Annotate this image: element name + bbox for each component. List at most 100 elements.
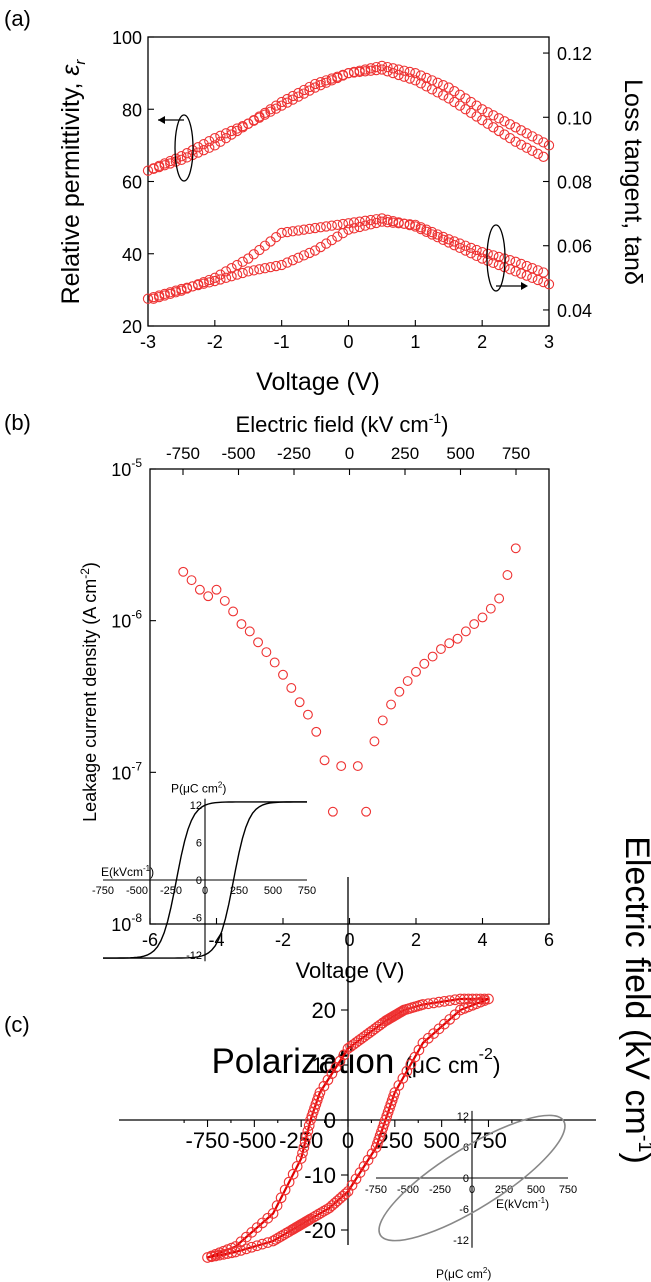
panel-a-point (465, 107, 477, 119)
panel-b-point (278, 669, 288, 680)
panel-a-point (293, 87, 304, 99)
panel-a-xtick-label: 3 (544, 332, 554, 352)
panel-c-point (366, 1025, 378, 1037)
panel-b-xtick-label: -6 (142, 930, 158, 950)
panel-a-point (276, 259, 287, 271)
panel-a-label: (a) (4, 6, 31, 31)
panel-c-point (326, 1200, 338, 1211)
panel-a-point (449, 96, 460, 108)
inset1-ytick-label: -12 (186, 950, 202, 962)
panel-a-point (387, 67, 399, 79)
panel-a-yright-tick-label: 0.08 (557, 173, 592, 193)
panel-b-point (311, 726, 322, 737)
inset2-xtick-label: -750 (365, 1184, 387, 1196)
inset2-ytick-label: 6 (463, 1142, 469, 1154)
panel-a-point (365, 63, 376, 74)
panel-a-point (449, 240, 460, 251)
panel-a-point (460, 93, 471, 104)
panel-a-point (443, 93, 454, 104)
panel-a-point (198, 276, 209, 288)
panel-a-point (488, 257, 499, 268)
panel-a-point (382, 66, 393, 77)
panel-a-point (532, 148, 544, 159)
panel-a-point (243, 253, 254, 264)
panel-c-point (230, 1246, 241, 1258)
panel-c-right-label: Electric field (kV cm-1) (618, 836, 651, 1164)
panel-b-top-tick-label: -750 (166, 444, 200, 463)
panel-a-point (226, 129, 237, 140)
panel-a-yleft-tick-label: 40 (122, 245, 142, 265)
panel-a-point (198, 145, 209, 156)
panel-a-point (159, 290, 170, 301)
panel-b-xtick-label: -4 (208, 930, 224, 950)
panel-b-point (228, 606, 239, 617)
panel-a-point (465, 242, 477, 254)
panel-a-point (287, 94, 298, 105)
panel-a-point (493, 113, 505, 124)
inset2-loop (378, 1114, 566, 1242)
panel-a-point (360, 64, 371, 75)
inset1-ytick-label: 6 (196, 838, 202, 850)
panel-c-point (226, 1247, 237, 1259)
panel-a-point (493, 251, 505, 263)
panel-a-point (443, 237, 454, 248)
panel-a-point (421, 226, 432, 237)
panel-a-point (321, 238, 332, 249)
panel-c-point (369, 1023, 381, 1035)
panel-a-point (493, 259, 505, 271)
panel-b-point (502, 570, 513, 580)
panel-c-label: (c) (4, 1012, 30, 1037)
panel-a-point (243, 118, 254, 129)
panel-a-point (293, 225, 304, 236)
panel-a-point (198, 139, 209, 150)
panel-c-point (281, 1227, 292, 1239)
panel-a-point (337, 70, 349, 81)
panel-b-point (302, 709, 313, 720)
panel-a-point (527, 145, 538, 156)
panel-b-top-tick-label: 750 (502, 444, 530, 463)
panel-a-point (354, 216, 365, 227)
panel-b-ytick-label: 10-7 (111, 759, 142, 783)
panel-a-point (204, 142, 215, 153)
panel-b-top-tick-label: 250 (391, 444, 419, 463)
panel-b-point (319, 755, 330, 766)
panel-a-point (215, 269, 226, 280)
panel-a-point (298, 250, 310, 261)
panel-a-point (426, 226, 438, 238)
panel-c-xtick-label: 500 (423, 1128, 460, 1153)
panel-c-point (240, 1243, 252, 1255)
panel-a-point (270, 103, 282, 114)
panel-a-point (471, 100, 482, 111)
panel-a-point (426, 229, 438, 240)
panel-a-point (365, 65, 376, 76)
panel-b-xtick-label: 2 (411, 930, 421, 950)
panel-a-point (298, 88, 310, 99)
panel-a-point (426, 75, 438, 86)
panel-a-yleft-tick-label: 20 (122, 317, 142, 337)
inset2-ylabel: P(μC cm2) (436, 1266, 491, 1281)
panel-b-point (361, 806, 372, 817)
panel-a-point (465, 248, 477, 259)
inset2-xtick-label: 0 (469, 1184, 475, 1196)
panel-a-point (438, 90, 449, 101)
inset1-ytick-label: 0 (196, 875, 202, 887)
panel-c-point (348, 1039, 359, 1050)
panel-a-point (449, 236, 460, 247)
panel-a-point (365, 219, 376, 230)
panel-a-point (304, 247, 315, 259)
panel-a-point (488, 110, 499, 121)
inset1-ylabel: P(μC cm2) (171, 781, 226, 796)
panel-a-point (532, 274, 544, 286)
panel-a-point (192, 147, 204, 158)
panel-a-point (432, 229, 443, 240)
panel-b-xtick-label: 4 (477, 930, 487, 950)
panel-a-point (170, 287, 181, 298)
panel-b-point (178, 566, 189, 577)
panel-a-point (477, 114, 488, 126)
right-arrowhead (521, 282, 528, 290)
panel-c-point (299, 1136, 311, 1148)
panel-a-point (237, 267, 248, 279)
panel-a-point (204, 274, 215, 286)
inset1-ytick-label: -6 (192, 913, 202, 925)
right-axis-ellipse (486, 224, 506, 292)
